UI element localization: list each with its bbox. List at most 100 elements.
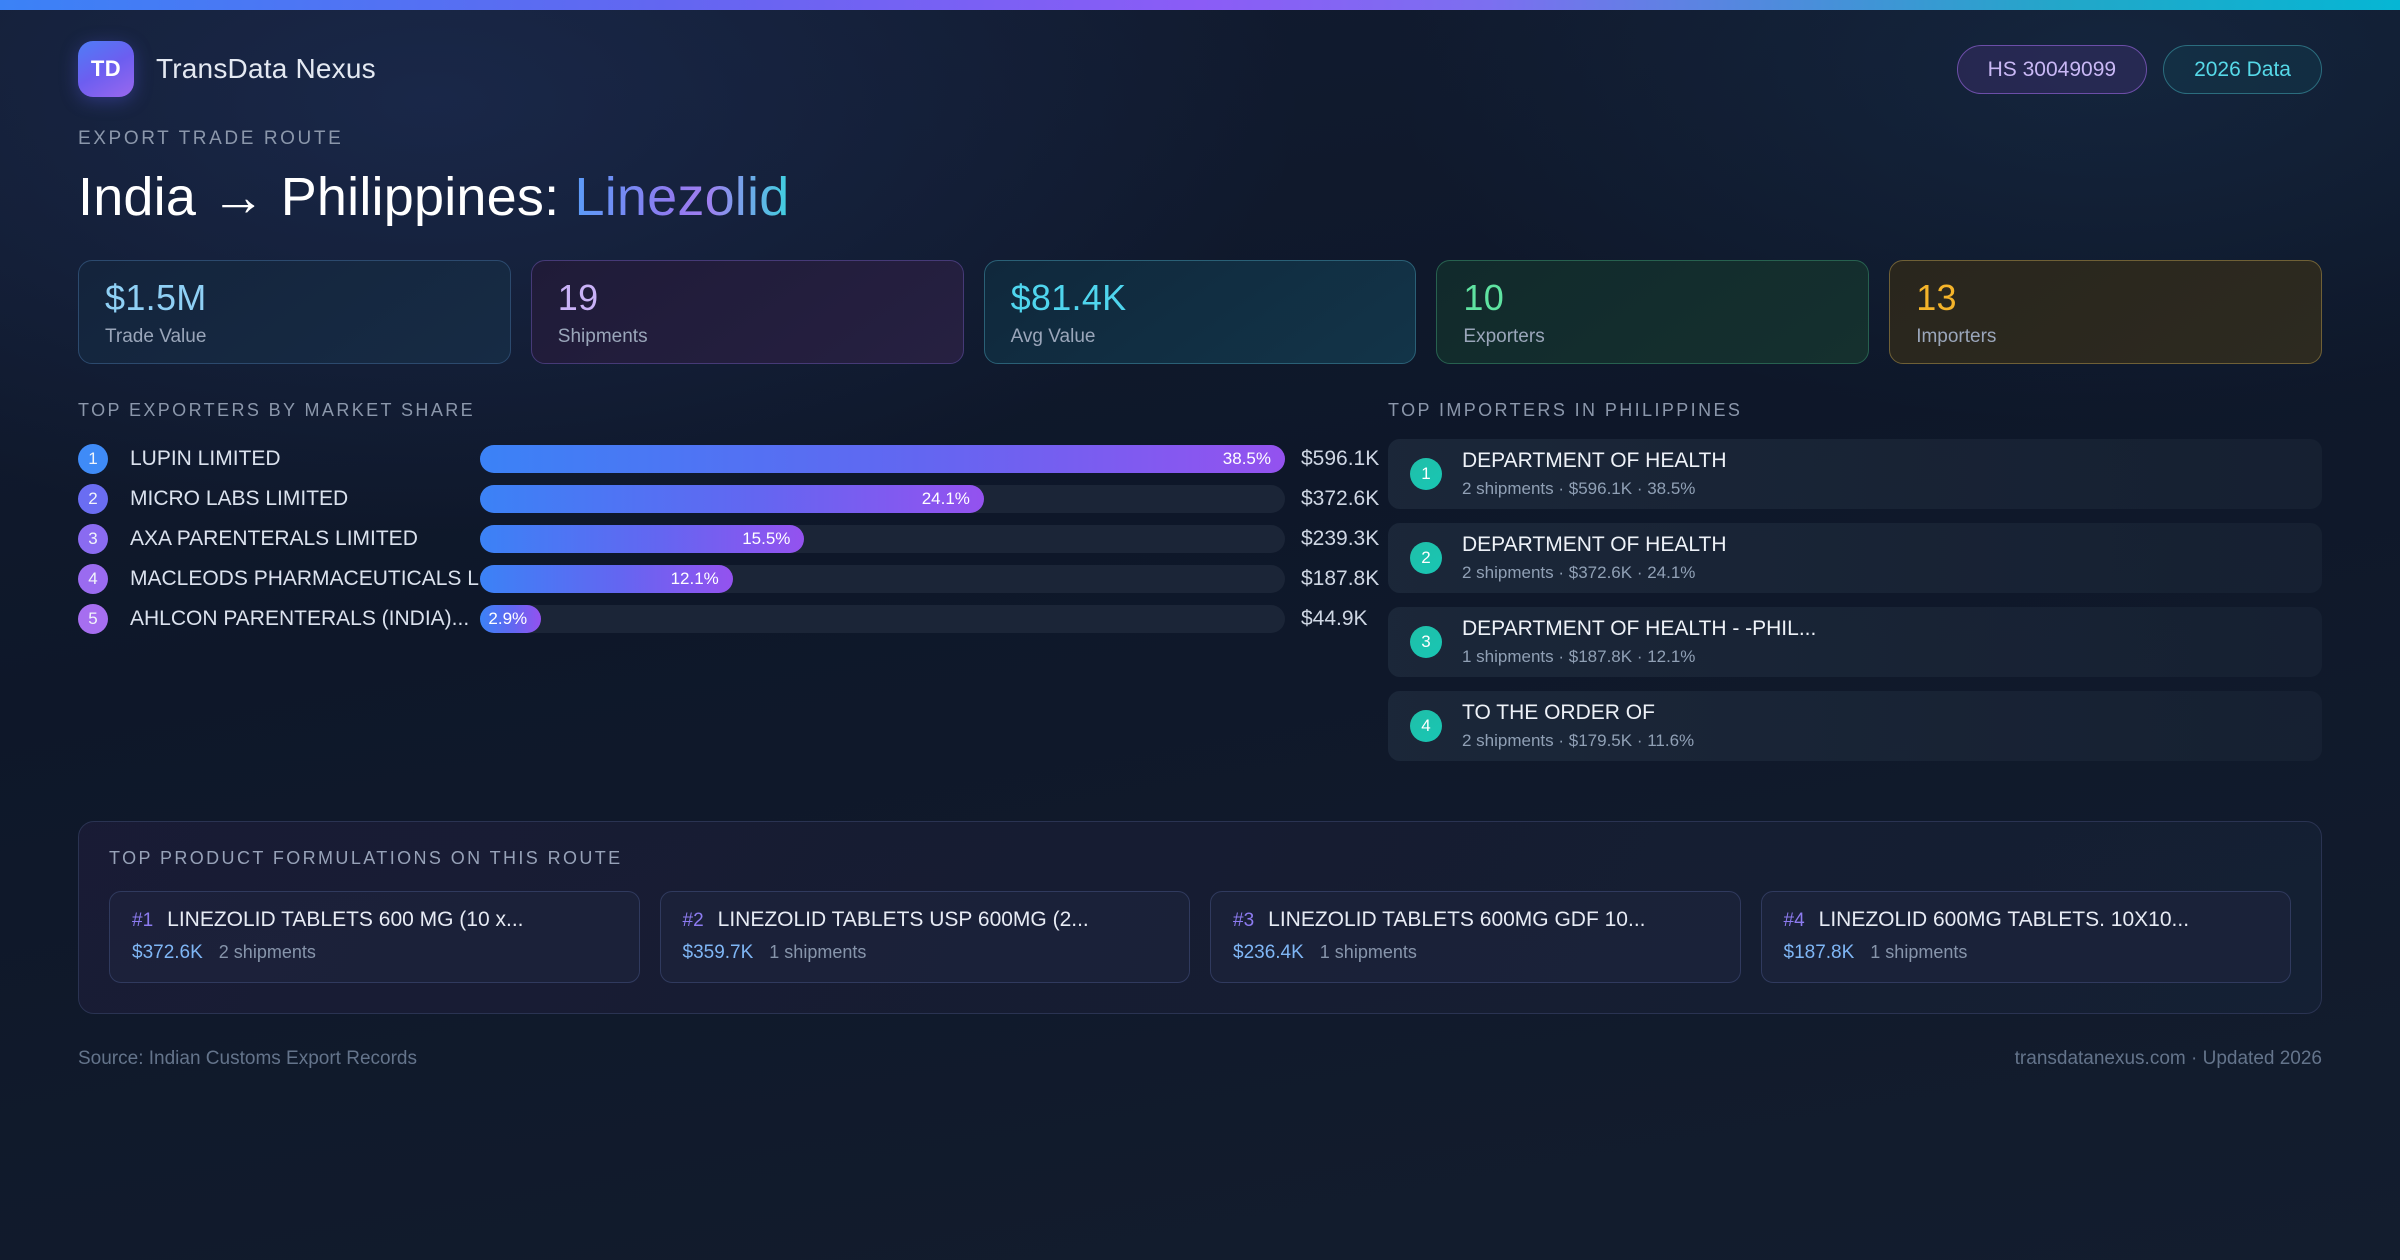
stat-value: 19 (557, 277, 599, 318)
exporter-rank-badge: 1 (78, 444, 108, 474)
exporter-name: AXA PARENTERALS LIMITED (130, 527, 418, 550)
importer-rank-badge: 1 (1410, 458, 1442, 490)
importer-card[interactable]: 1 DEPARTMENT OF HEALTH 2 shipments · $596.… (1388, 439, 2322, 509)
page-eyebrow: EXPORT TRADE ROUTE (78, 128, 344, 149)
page-title-product: Linezolid (574, 167, 790, 227)
importer-rank-badge: 3 (1410, 626, 1442, 658)
stat-value: 10 (1463, 277, 1505, 318)
formulation-card[interactable]: #1 LINEZOLID TABLETS 600 MG (10 x... $372.… (109, 891, 640, 983)
stat-value: $81.4K (1010, 277, 1127, 318)
main-columns: TOP EXPORTERS BY MARKET SHARE 1 LUPIN LIM… (78, 400, 2322, 775)
formulation-sub: $187.8K 1 shipments (1784, 942, 2269, 964)
exporter-bar-percent: 12.1% (670, 569, 719, 588)
exporter-name: MICRO LABS LIMITED (130, 487, 349, 510)
hs-code-badge[interactable]: HS 30049099 (1956, 44, 2148, 94)
formulation-rank: #1 (132, 910, 154, 931)
importer-meta: 2 shipments · $596.1K · 38.5% (1462, 479, 1696, 498)
importer-meta: 2 shipments · $179.5K · 11.6% (1462, 731, 1695, 750)
exporter-row[interactable]: 2 MICRO LABS LIMITED 24.1% $372.6K (78, 479, 1379, 519)
exporters-section-title: TOP EXPORTERS BY MARKET SHARE (78, 400, 476, 420)
brand-name: TransData Nexus (156, 53, 376, 84)
stat-label: Avg Value (1010, 325, 1096, 347)
importer-meta: 2 shipments · $372.6K · 24.1% (1462, 563, 1696, 582)
exporter-bar-percent: 2.9% (488, 609, 528, 628)
formulations-section-title: TOP PRODUCT FORMULATIONS ON THIS ROUTE (109, 848, 623, 868)
exporter-bar-track: 15.5% (480, 525, 1285, 553)
exporter-value: $44.9K (1301, 607, 1368, 630)
formulation-head: #2 LINEZOLID TABLETS USP 600MG (2... (683, 908, 1168, 932)
stat-label: Importers (1916, 325, 1997, 347)
exporter-rank-badge: 2 (78, 484, 108, 514)
formulation-shipments: 2 shipments (218, 942, 316, 962)
formulation-head: #3 LINEZOLID TABLETS 600MG GDF 10... (1233, 908, 1718, 932)
importer-name: DEPARTMENT OF HEALTH (1462, 449, 1727, 472)
stat-label: Trade Value (105, 325, 207, 347)
exporter-name: AHLCON PARENTERALS (INDIA)... (130, 607, 470, 630)
formulation-name: LINEZOLID TABLETS 600 MG (10 x... (167, 908, 524, 931)
importer-meta: 1 shipments · $187.8K · 12.1% (1462, 647, 1696, 666)
formulation-name: LINEZOLID 600MG TABLETS. 10X10... (1818, 908, 2190, 931)
stat-label: Exporters (1463, 325, 1545, 347)
brand-logo-icon: TD (78, 41, 134, 97)
exporter-rank-badge: 4 (78, 564, 108, 594)
importers-list: 1 DEPARTMENT OF HEALTH 2 shipments · $596.… (1388, 439, 2322, 761)
exporter-rank-badge: 3 (78, 524, 108, 554)
footer-updated: transdatanexus.com · Updated 2026 (2014, 1048, 2322, 1069)
importers-section-title: TOP IMPORTERS IN PHILIPPINES (1388, 400, 1743, 420)
importer-card[interactable]: 4 TO THE ORDER OF 2 shipments · $179.5K · … (1388, 691, 2322, 761)
exporter-row[interactable]: 4 MACLEODS PHARMACEUTICALS L... 12.1% $187.… (78, 559, 1379, 599)
exporter-value: $187.8K (1301, 567, 1380, 590)
exporter-row[interactable]: 1 LUPIN LIMITED 38.5% $596.1K (78, 439, 1379, 479)
formulations-panel: TOP PRODUCT FORMULATIONS ON THIS ROUTE #… (78, 821, 2322, 1014)
formulation-name: LINEZOLID TABLETS USP 600MG (2... (717, 908, 1089, 931)
page-frame: TD TransData Nexus HS 30049099 2026 Data… (0, 10, 2400, 1070)
formulation-head: #4 LINEZOLID 600MG TABLETS. 10X10... (1784, 908, 2269, 932)
importer-text: TO THE ORDER OF 2 shipments · $179.5K · 1… (1462, 701, 1694, 751)
exporter-bar-track: 24.1% (480, 485, 1285, 513)
data-year-badge[interactable]: 2026 Data (2163, 44, 2322, 94)
formulation-card[interactable]: #4 LINEZOLID 600MG TABLETS. 10X10... $187.… (1760, 891, 2291, 983)
importer-rank-badge: 2 (1410, 542, 1442, 574)
exporter-bar-fill: 12.1% (480, 565, 733, 593)
formulation-card[interactable]: #3 LINEZOLID TABLETS 600MG GDF 10... $236.… (1210, 891, 1741, 983)
exporters-list: 1 LUPIN LIMITED 38.5% $596.1K 2 MICRO LABS LI… (78, 439, 1379, 639)
exporter-bar-fill: 38.5% (480, 445, 1285, 473)
exporter-value: $372.6K (1301, 487, 1380, 510)
stat-card-importers: 13 Importers (1889, 260, 2322, 364)
exporter-bar-track: 2.9% (480, 605, 1285, 633)
formulation-shipments: 1 shipments (1870, 942, 1968, 962)
stat-card-trade-value: $1.5M Trade Value (78, 260, 511, 364)
exporter-bar-percent: 38.5% (1222, 449, 1271, 468)
importer-name: DEPARTMENT OF HEALTH - -PHIL... (1462, 617, 1817, 640)
exporter-rank-badge: 5 (78, 604, 108, 634)
importers-panel: TOP IMPORTERS IN PHILIPPINES 1 DEPARTMENT… (1388, 400, 2322, 775)
importer-text: DEPARTMENT OF HEALTH 2 shipments · $372.6… (1462, 533, 1726, 583)
exporter-bar-percent: 24.1% (921, 489, 970, 508)
importer-card[interactable]: 3 DEPARTMENT OF HEALTH - -PHIL... 1 shipme… (1388, 607, 2322, 677)
footer-source: Source: Indian Customs Export Records (78, 1048, 417, 1069)
exporter-bar-track: 38.5% (480, 445, 1285, 473)
stat-label: Shipments (557, 325, 648, 347)
exporter-bar-fill: 24.1% (480, 485, 984, 513)
formulation-sub: $359.7K 1 shipments (683, 942, 1168, 964)
exporter-row[interactable]: 3 AXA PARENTERALS LIMITED 15.5% $239.3K (78, 519, 1379, 559)
stat-value: $1.5M (105, 277, 207, 318)
formulation-card[interactable]: #2 LINEZOLID TABLETS USP 600MG (2... $359.… (659, 891, 1190, 983)
importer-name: DEPARTMENT OF HEALTH (1462, 533, 1727, 556)
importer-card[interactable]: 2 DEPARTMENT OF HEALTH 2 shipments · $372.… (1388, 523, 2322, 593)
header-badges: HS 30049099 2026 Data (1956, 44, 2322, 94)
formulation-rank: #4 (1783, 910, 1805, 931)
stat-card-shipments: 19 Shipments (530, 260, 964, 364)
exporter-row[interactable]: 5 AHLCON PARENTERALS (INDIA)... 2.9% $44.9K (78, 599, 1368, 639)
formulation-shipments: 1 shipments (769, 942, 867, 962)
page-footer: Source: Indian Customs Export Records tr… (78, 1048, 2322, 1070)
formulation-rank: #3 (1233, 910, 1255, 931)
page-title-route: India → Philippines: (78, 167, 575, 227)
exporter-bar-fill: 2.9% (480, 605, 542, 633)
page-title: India → Philippines: Linezolid (78, 166, 2322, 228)
exporter-bar-percent: 15.5% (742, 529, 791, 548)
formulation-value: $236.4K (1233, 942, 1304, 963)
formulations-grid: #1 LINEZOLID TABLETS 600 MG (10 x... $372.… (109, 891, 2291, 983)
importer-text: DEPARTMENT OF HEALTH - -PHIL... 1 shipmen… (1462, 617, 1816, 667)
exporter-value: $596.1K (1301, 447, 1380, 470)
